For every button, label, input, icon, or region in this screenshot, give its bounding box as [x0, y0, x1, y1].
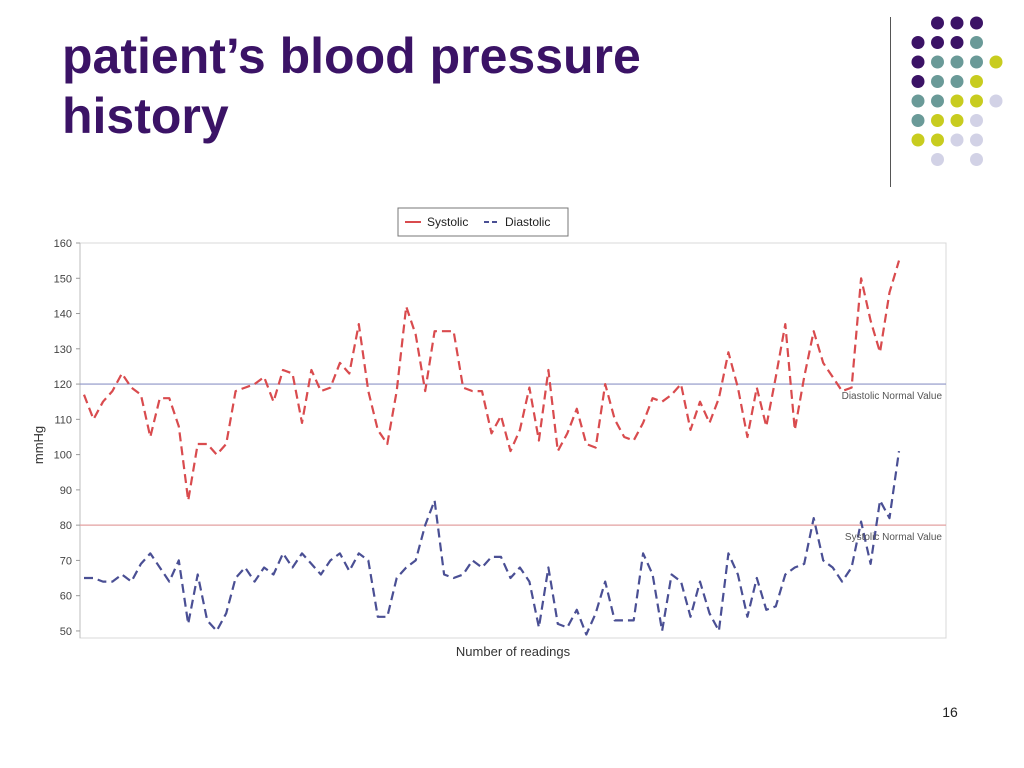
- decorative-dot: [989, 55, 1003, 69]
- y-tick-label: 120: [54, 379, 72, 391]
- y-tick-label: 90: [60, 485, 72, 497]
- plot-area: [79, 242, 947, 639]
- decorative-dot: [931, 114, 944, 127]
- decorative-dot: [970, 55, 983, 69]
- slide-title: patient’s blood pressure history: [62, 26, 822, 146]
- decorative-dot: [950, 133, 964, 147]
- title-divider-line: [890, 17, 891, 187]
- x-axis-title: Number of readings: [456, 644, 571, 659]
- decorative-dot: [931, 55, 944, 69]
- y-tick-label: 60: [60, 591, 72, 603]
- y-axis-title: mmHg: [31, 426, 46, 464]
- decorative-dot: [970, 75, 983, 88]
- slide-title-line-2: history: [62, 88, 229, 144]
- y-tick-label: 70: [60, 555, 72, 567]
- page-number: 16: [942, 704, 958, 720]
- legend-systolic-label: Systolic: [427, 215, 468, 229]
- systolic-series-line: [82, 260, 901, 502]
- y-tick-label: 100: [54, 450, 72, 462]
- diastolic-normal-value-label: Diastolic Normal Value: [842, 391, 943, 402]
- decorative-dot: [931, 133, 944, 147]
- systolic-normal-value-label: Systolic Normal Value: [845, 532, 943, 543]
- chart-legend-box: [397, 207, 569, 237]
- decorative-dot: [970, 94, 983, 108]
- decorative-dot: [931, 94, 944, 108]
- decorative-dot: [911, 114, 925, 127]
- slide-title-line-1: patient’s blood pressure: [62, 28, 641, 84]
- decorative-dot: [970, 133, 983, 147]
- decorative-dot: [931, 36, 944, 49]
- decorative-dot: [950, 94, 964, 108]
- y-tick-label: 150: [54, 273, 72, 285]
- y-tick-label: 110: [54, 414, 72, 426]
- decorative-dot: [911, 94, 925, 108]
- y-tick-label: 50: [60, 626, 72, 638]
- decorative-dot: [911, 36, 925, 49]
- y-tick-label: 140: [54, 309, 72, 321]
- decorative-dot: [950, 36, 964, 49]
- decorative-dot: [950, 114, 964, 127]
- decorative-dot: [950, 75, 964, 88]
- y-tick-label: 80: [60, 520, 72, 532]
- decorative-dot: [970, 36, 983, 49]
- decorative-dot-grid: [911, 16, 1003, 166]
- decorative-dot: [911, 75, 925, 88]
- decorative-dot: [931, 153, 944, 166]
- decorative-dot: [970, 153, 983, 166]
- diastolic-series-line: [84, 450, 901, 636]
- legend-diastolic-label: Diastolic: [505, 215, 550, 229]
- decorative-dot: [950, 55, 964, 69]
- decorative-dot: [970, 16, 983, 30]
- decorative-dot: [970, 114, 983, 127]
- decorative-dot: [911, 133, 925, 147]
- decorative-dot: [931, 16, 944, 30]
- y-tick-label: 160: [54, 238, 72, 250]
- decorative-dot: [931, 75, 944, 88]
- decorative-dot: [950, 16, 964, 30]
- y-tick-label: 130: [54, 344, 72, 356]
- decorative-dot: [911, 55, 925, 69]
- decorative-dot: [989, 94, 1003, 108]
